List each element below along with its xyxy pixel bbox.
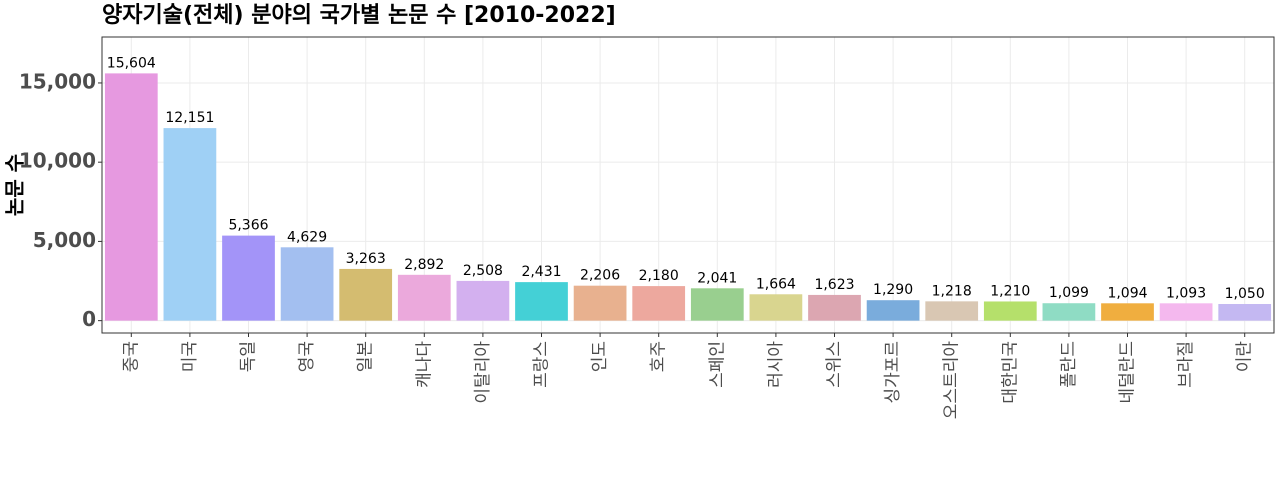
bar <box>1042 303 1096 321</box>
value-label: 2,892 <box>404 257 444 273</box>
value-label: 1,099 <box>1049 285 1089 301</box>
x-tick-label: 미국 <box>180 341 200 372</box>
value-label: 2,508 <box>463 263 503 279</box>
y-tick-label: 0 <box>82 307 96 331</box>
x-tick-label: 오스트리아 <box>942 341 962 420</box>
y-tick-label: 15,000 <box>19 69 96 93</box>
bar <box>632 286 686 321</box>
value-label: 2,180 <box>639 268 679 284</box>
y-axis-label: 논문 수 <box>3 154 27 216</box>
x-tick-label: 브라질 <box>1176 341 1196 388</box>
x-tick-label: 스위스 <box>825 341 845 388</box>
value-label: 1,210 <box>990 283 1030 299</box>
bar <box>104 73 158 321</box>
value-label: 1,094 <box>1107 285 1147 301</box>
x-tick-label: 독일 <box>239 341 259 372</box>
bar <box>1101 303 1154 321</box>
x-tick-label: 러시아 <box>766 341 786 388</box>
x-tick-label: 캐나다 <box>414 341 434 388</box>
bar <box>983 301 1037 321</box>
value-label: 1,218 <box>932 283 972 299</box>
bar <box>690 288 744 321</box>
x-tick-label: 스페인 <box>707 341 727 388</box>
value-label: 1,093 <box>1166 285 1206 301</box>
value-label: 5,366 <box>228 218 268 234</box>
bar <box>573 285 627 321</box>
value-label: 2,041 <box>697 270 737 286</box>
bar <box>749 294 803 321</box>
bar <box>925 301 979 321</box>
value-label: 15,604 <box>107 55 156 71</box>
value-label: 1,050 <box>1225 286 1265 302</box>
y-tick-label: 10,000 <box>19 149 96 173</box>
x-tick-label: 대한민국 <box>1000 341 1020 404</box>
x-tick-label: 싱가포르 <box>883 341 903 404</box>
value-label: 3,263 <box>346 251 386 267</box>
value-label: 1,623 <box>814 277 854 293</box>
x-tick-label: 폴란드 <box>1059 341 1079 388</box>
chart-title: 양자기술(전체) 분야의 국가별 논문 수 [2010-2022] <box>102 3 616 28</box>
x-tick-label: 이탈리아 <box>473 341 493 404</box>
x-tick-label: 호주 <box>649 341 669 372</box>
bar <box>280 247 334 321</box>
x-tick-label: 인도 <box>590 341 610 372</box>
x-tick-label: 중국 <box>121 341 141 372</box>
value-label: 2,206 <box>580 268 620 284</box>
bar <box>1159 303 1213 321</box>
bar <box>222 235 275 321</box>
x-tick-label: 네덜란드 <box>1118 341 1138 404</box>
bar <box>1218 304 1272 321</box>
x-tick-label: 이란 <box>1235 341 1255 373</box>
bar <box>808 294 861 321</box>
x-tick-label: 영국 <box>297 341 317 372</box>
panel-border <box>101 36 1275 334</box>
value-label: 1,290 <box>873 282 913 298</box>
x-tick-label: 일본 <box>356 341 376 372</box>
bar <box>339 268 393 321</box>
bar <box>397 274 451 321</box>
value-label: 2,431 <box>521 264 561 280</box>
value-label: 12,151 <box>165 110 214 126</box>
x-tick-label: 프랑스 <box>532 341 552 388</box>
bar <box>163 128 217 321</box>
bar <box>866 300 920 321</box>
value-label: 4,629 <box>287 229 327 245</box>
bar <box>456 280 510 321</box>
value-label: 1,664 <box>756 276 796 292</box>
y-tick-label: 5,000 <box>33 228 96 252</box>
bar <box>515 282 568 321</box>
